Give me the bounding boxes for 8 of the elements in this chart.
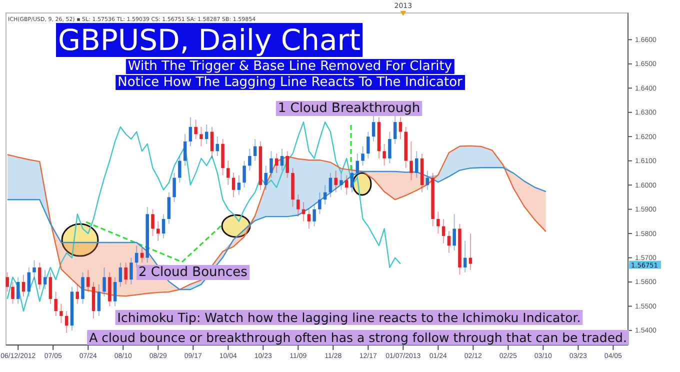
- annotation: 2 Cloud Bounces: [138, 265, 248, 280]
- annotation: Ichimoku Tip: Watch how the lagging line reacts to the Ichimoku Indicator.: [117, 310, 581, 325]
- annotation: Notice How The Lagging Line Reacts To The Indicator: [118, 75, 464, 90]
- chart-title: GBPUSD, Daily Chart: [58, 23, 361, 57]
- line-series: [6, 121, 402, 312]
- text: With The Trigger & Base Line Removed For Clarity: [128, 59, 452, 74]
- annotation: A cloud bounce or breakthrough often has a strong follow through that can be traded.: [89, 330, 627, 345]
- annotation: 1 Cloud Breakthrough: [278, 101, 420, 116]
